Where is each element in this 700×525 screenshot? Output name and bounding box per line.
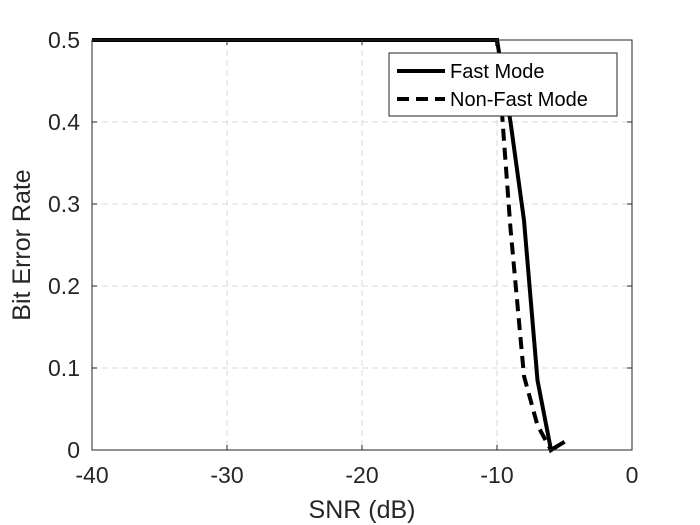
- x-tick-label: -20: [345, 462, 378, 488]
- legend: Fast Mode Non-Fast Mode: [388, 52, 618, 117]
- x-tick-label: -30: [210, 462, 243, 488]
- legend-box: [388, 52, 618, 117]
- tick-marks: [91, 39, 633, 451]
- y-tick-label: 0.5: [48, 27, 80, 53]
- x-tick-label: -10: [480, 462, 513, 488]
- y-tick-labels: 0 0.1 0.2 0.3 0.4 0.5: [48, 27, 80, 463]
- x-tick-labels: -40 -30 -20 -10 0: [75, 462, 638, 488]
- y-tick-label: 0.2: [48, 273, 80, 299]
- x-tick-label: -40: [75, 462, 108, 488]
- x-axis-label: SNR (dB): [309, 496, 416, 524]
- y-tick-label: 0.3: [48, 191, 80, 217]
- y-tick-label: 0.4: [48, 109, 80, 135]
- grid-lines: [92, 40, 632, 450]
- y-axis-label: Bit Error Rate: [8, 169, 36, 320]
- x-tick-label: 0: [626, 462, 639, 488]
- y-tick-label: 0: [67, 437, 80, 463]
- legend-label-non-fast-mode: Non-Fast Mode: [450, 89, 588, 111]
- legend-label-fast-mode: Fast Mode: [450, 61, 544, 83]
- y-tick-label: 0.1: [48, 355, 80, 381]
